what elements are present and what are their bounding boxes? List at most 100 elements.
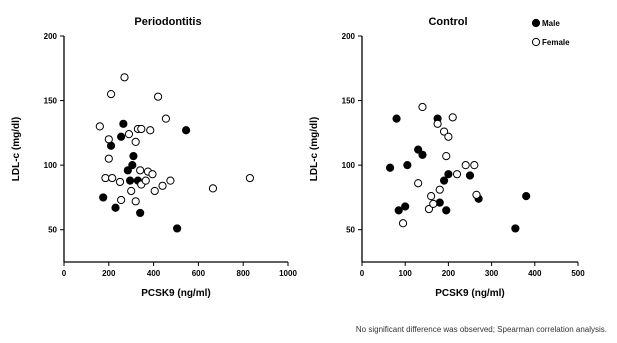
legend-marker-male: [531, 18, 541, 28]
data-point-female: [115, 177, 125, 187]
data-point-female: [442, 152, 451, 161]
data-point-female: [104, 154, 113, 163]
x-tick-label: 0: [360, 269, 365, 278]
y-tick-label: 50: [48, 226, 57, 235]
x-tick-label: 400: [528, 269, 542, 278]
data-point-female: [104, 135, 113, 144]
data-point-female: [136, 166, 145, 175]
data-point-male: [442, 206, 451, 215]
data-point-female: [150, 186, 159, 196]
data-point-female: [131, 197, 140, 206]
x-axis-label: PCSK9 (ng/ml): [435, 288, 504, 299]
y-tick-label: 200: [342, 32, 356, 41]
data-point-male: [403, 161, 412, 170]
data-point-female: [124, 130, 134, 139]
data-point-female: [433, 119, 442, 128]
data-point-female: [427, 192, 436, 201]
data-point-female: [127, 186, 136, 196]
x-tick-label: 400: [147, 269, 161, 278]
y-axis-label: LDL-c (mg/dl): [309, 117, 320, 181]
data-point-male: [136, 208, 145, 218]
data-point-male: [465, 171, 475, 180]
data-point-female: [245, 173, 255, 183]
data-point-female: [461, 161, 470, 170]
data-point-female: [108, 173, 117, 183]
chart-panel-1: Control 0 100 200 300 400 500 50 100 150 200 PCSK9 …: [309, 16, 585, 299]
y-tick-label: 150: [44, 97, 58, 106]
data-point-female: [120, 73, 129, 82]
y-axis-label: LDL-c (mg/dl): [11, 117, 22, 181]
footnote: No significant difference was observed; …: [355, 325, 607, 334]
data-point-female: [101, 173, 110, 183]
data-point-male: [173, 224, 182, 233]
chart-title: Control: [428, 16, 467, 28]
data-point-female: [95, 122, 104, 131]
y-tick-label: 200: [44, 32, 58, 41]
data-point-male: [394, 206, 403, 215]
data-point-female: [448, 113, 457, 122]
data-point-male: [125, 176, 135, 185]
data-point-male: [99, 193, 108, 202]
data-point-female: [452, 170, 462, 179]
x-tick-label: 100: [399, 269, 413, 278]
data-point-male: [435, 198, 444, 207]
data-point-female: [106, 90, 116, 99]
data-point-female: [398, 219, 408, 228]
data-point-female: [166, 176, 175, 185]
x-tick-label: 200: [102, 269, 116, 278]
data-point-female: [439, 127, 449, 136]
chart-title: Periodontitis: [134, 16, 201, 28]
legend-label-female: Female: [542, 38, 570, 47]
data-point-male: [111, 203, 120, 212]
y-tick-label: 50: [346, 226, 355, 235]
y-tick-label: 100: [342, 161, 356, 170]
data-point-male: [123, 166, 132, 175]
chart-panel-0: Periodontitis 0 200 400 600 800 1000 50 100 150 20…: [11, 16, 297, 299]
data-point-male: [511, 224, 520, 233]
x-tick-label: 200: [442, 269, 456, 278]
x-axis-label: PCSK9 (ng/ml): [141, 288, 210, 299]
data-point-female: [208, 184, 218, 193]
y-tick-label: 100: [44, 161, 58, 170]
data-point-male: [119, 119, 128, 128]
data-point-male: [117, 132, 126, 141]
x-tick-label: 800: [237, 269, 251, 278]
x-tick-label: 500: [571, 269, 585, 278]
data-point-female: [146, 126, 155, 135]
data-point-female: [444, 132, 453, 141]
data-point-female: [472, 190, 481, 199]
data-point-male: [439, 176, 449, 185]
data-point-female: [470, 161, 479, 170]
x-tick-label: 0: [62, 269, 67, 278]
x-tick-label: 300: [485, 269, 499, 278]
data-point-male: [418, 150, 427, 159]
data-point-male: [522, 192, 531, 201]
legend-label-male: Male: [542, 19, 560, 28]
data-point-female: [153, 92, 163, 101]
data-point-female: [414, 179, 423, 188]
data-point-male: [444, 170, 453, 179]
data-point-male: [392, 114, 401, 123]
x-tick-label: 600: [192, 269, 206, 278]
data-point-female: [161, 114, 171, 123]
data-point-female: [424, 204, 434, 214]
data-point-female: [418, 102, 427, 112]
data-point-male: [181, 126, 191, 135]
legend-marker-female: [531, 37, 541, 47]
data-point-female: [148, 170, 157, 179]
data-point-male: [385, 163, 395, 172]
data-point-male: [129, 152, 138, 161]
data-point-female: [158, 181, 167, 190]
data-point-male: [128, 161, 137, 170]
data-point-female: [137, 124, 146, 134]
data-point-female: [117, 195, 126, 205]
y-tick-label: 150: [342, 97, 356, 106]
data-point-male: [414, 145, 423, 154]
data-point-female: [435, 185, 444, 194]
x-tick-label: 1000: [279, 269, 297, 278]
data-point-female: [131, 137, 140, 146]
data-point-female: [141, 176, 150, 185]
data-point-female: [429, 199, 438, 208]
data-point-male: [401, 202, 410, 211]
